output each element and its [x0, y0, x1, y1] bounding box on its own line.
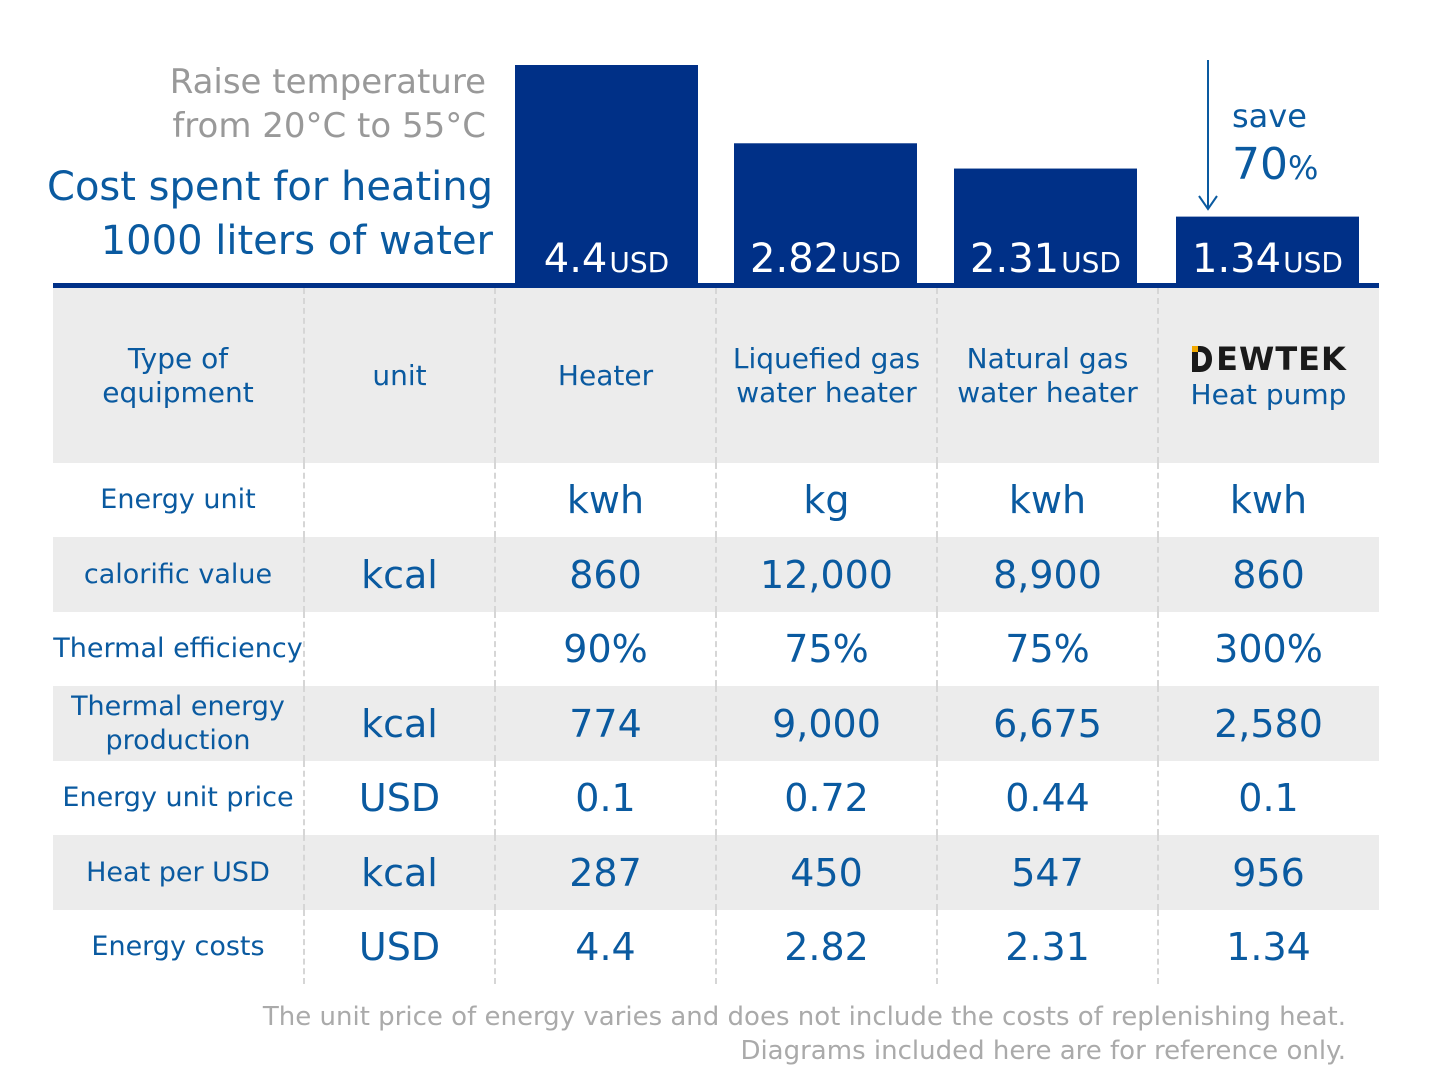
- savings-percent-sign: %: [1288, 149, 1319, 187]
- heat-pump-brand: EWTEK Heat pump: [1190, 340, 1347, 412]
- table-header-row: Type of equipment unit Heater Liquefied …: [53, 288, 1379, 463]
- dewtek-logo: EWTEK: [1190, 340, 1347, 378]
- cell-heat-per-usd-heat-pump: 956: [1157, 835, 1378, 910]
- row-label-thermal-energy-production: Thermal energy production: [71, 690, 285, 756]
- bar-natural-gas: [954, 168, 1137, 283]
- bar-unit-heat-pump: USD: [1283, 246, 1343, 279]
- bar-label-heater: 4.4 USD: [515, 227, 698, 283]
- table-row: Energy costs USD 4.4 2.82 2.31 1.34: [53, 910, 1379, 984]
- cell-production-natural-gas: 6,675: [936, 686, 1157, 761]
- table-row: Heat per USD kcal 287 450 547 956: [53, 835, 1379, 910]
- cell-calorific-liquefied-gas: 12,000: [715, 537, 936, 612]
- cell-calorific-heat-pump: 860: [1157, 537, 1378, 612]
- header-heat-pump-cell: EWTEK Heat pump: [1157, 288, 1378, 463]
- row-label-heat-per-usd: Heat per USD: [86, 856, 270, 888]
- header-heater: Heater: [494, 288, 715, 463]
- chart-title: Cost spent for heating 1000 liters of wa…: [47, 160, 493, 268]
- row-unit-energy-costs: USD: [303, 910, 494, 984]
- chart-title-line1: Cost spent for heating: [47, 164, 493, 210]
- row-unit-heat-per-usd: kcal: [303, 835, 494, 910]
- bar-value-heat-pump: 1.34: [1192, 236, 1282, 282]
- bar-unit-liquefied-gas: USD: [841, 246, 901, 279]
- header-liquefied-gas: Liquefied gas water heater: [715, 288, 936, 463]
- bar-label-liquefied-gas: 2.82 USD: [734, 227, 917, 283]
- header-natural-gas: Natural gas water heater: [936, 288, 1157, 463]
- temperature-note: Raise temperature from 20°C to 55°C: [170, 60, 486, 148]
- savings-callout: save 70%: [1232, 95, 1318, 196]
- temperature-note-line2: from 20°C to 55°C: [172, 106, 486, 146]
- bar-value-liquefied-gas: 2.82: [750, 236, 840, 282]
- bar-label-natural-gas: 2.31 USD: [954, 227, 1137, 283]
- bar-heater: [515, 65, 698, 283]
- savings-number: 70: [1232, 139, 1288, 190]
- cell-calorific-heater: 860: [494, 537, 715, 612]
- chart-title-line2: 1000 liters of water: [100, 218, 493, 264]
- cell-energy-unit-heater: kwh: [494, 463, 715, 537]
- cell-price-heat-pump: 0.1: [1157, 761, 1378, 835]
- cell-costs-liquefied-gas: 2.82: [715, 910, 936, 984]
- row-label-energy-unit: Energy unit: [100, 484, 256, 515]
- cell-price-heater: 0.1: [494, 761, 715, 835]
- cell-heat-per-usd-natural-gas: 547: [936, 835, 1157, 910]
- bar-heat-pump: [1176, 216, 1359, 283]
- cell-efficiency-heat-pump: 300%: [1157, 612, 1378, 686]
- cell-costs-natural-gas: 2.31: [936, 910, 1157, 984]
- bar-value-natural-gas: 2.31: [970, 236, 1060, 282]
- row-unit-thermal-efficiency: [303, 612, 494, 686]
- cell-production-heat-pump: 2,580: [1157, 686, 1378, 761]
- cell-energy-unit-heat-pump: kwh: [1157, 463, 1378, 537]
- temperature-note-line1: Raise temperature: [169, 62, 486, 102]
- bar-value-heater: 4.4: [543, 236, 608, 282]
- row-label-calorific-value: calorific value: [83, 558, 273, 590]
- row-unit-energy-unit-price: USD: [303, 761, 494, 835]
- footnote: The unit price of energy varies and does…: [263, 1000, 1346, 1068]
- cell-production-heater: 774: [494, 686, 715, 761]
- cell-price-natural-gas: 0.44: [936, 761, 1157, 835]
- table-row: Energy unit price USD 0.1 0.72 0.44 0.1: [53, 761, 1379, 835]
- cell-costs-heat-pump: 1.34: [1157, 910, 1378, 984]
- cell-heat-per-usd-liquefied-gas: 450: [715, 835, 936, 910]
- dewtek-d-logo-icon: [1190, 344, 1214, 374]
- bar-liquefied-gas: [734, 143, 917, 283]
- cell-price-liquefied-gas: 0.72: [715, 761, 936, 835]
- cell-costs-heater: 4.4: [494, 910, 715, 984]
- table-row: Thermal energy production kcal 774 9,000…: [53, 686, 1379, 761]
- header-heat-pump: Heat pump: [1190, 377, 1347, 411]
- cell-efficiency-heater: 90%: [494, 612, 715, 686]
- bar-unit-natural-gas: USD: [1061, 246, 1121, 279]
- row-unit-energy-unit: [303, 463, 494, 537]
- table-row: Thermal efficiency 90% 75% 75% 300%: [53, 612, 1379, 686]
- cell-energy-unit-natural-gas: kwh: [936, 463, 1157, 537]
- row-unit-thermal-energy-production: kcal: [303, 686, 494, 761]
- row-label-energy-unit-price: Energy unit price: [62, 782, 294, 813]
- table-row: Energy unit kwh kg kwh kwh: [53, 463, 1379, 537]
- cell-energy-unit-liquefied-gas: kg: [715, 463, 936, 537]
- down-arrow-icon: [1198, 60, 1218, 211]
- cost-bar-chart: [515, 65, 1359, 283]
- row-unit-calorific-value: kcal: [303, 537, 494, 612]
- comparison-table: Type of equipment unit Heater Liquefied …: [53, 283, 1379, 984]
- brand-name: EWTEK: [1216, 339, 1347, 378]
- savings-word: save: [1232, 97, 1307, 135]
- cell-production-liquefied-gas: 9,000: [715, 686, 936, 761]
- footnote-line2: Diagrams included here are for reference…: [740, 1036, 1346, 1066]
- bar-label-heat-pump: 1.34 USD: [1176, 227, 1359, 283]
- bar-unit-heater: USD: [609, 246, 670, 279]
- savings-percent: 70%: [1232, 137, 1318, 196]
- cell-calorific-natural-gas: 8,900: [936, 537, 1157, 612]
- row-label-energy-costs: Energy costs: [91, 931, 265, 962]
- cell-efficiency-natural-gas: 75%: [936, 612, 1157, 686]
- row-label-thermal-efficiency: Thermal efficiency: [53, 633, 303, 664]
- cell-heat-per-usd-heater: 287: [494, 835, 715, 910]
- footnote-line1: The unit price of energy varies and does…: [262, 1002, 1346, 1032]
- cell-efficiency-liquefied-gas: 75%: [715, 612, 936, 686]
- header-type-of-equipment: Type of equipment: [102, 341, 254, 409]
- header-unit: unit: [303, 288, 494, 463]
- table-row: calorific value kcal 860 12,000 8,900 86…: [53, 537, 1379, 612]
